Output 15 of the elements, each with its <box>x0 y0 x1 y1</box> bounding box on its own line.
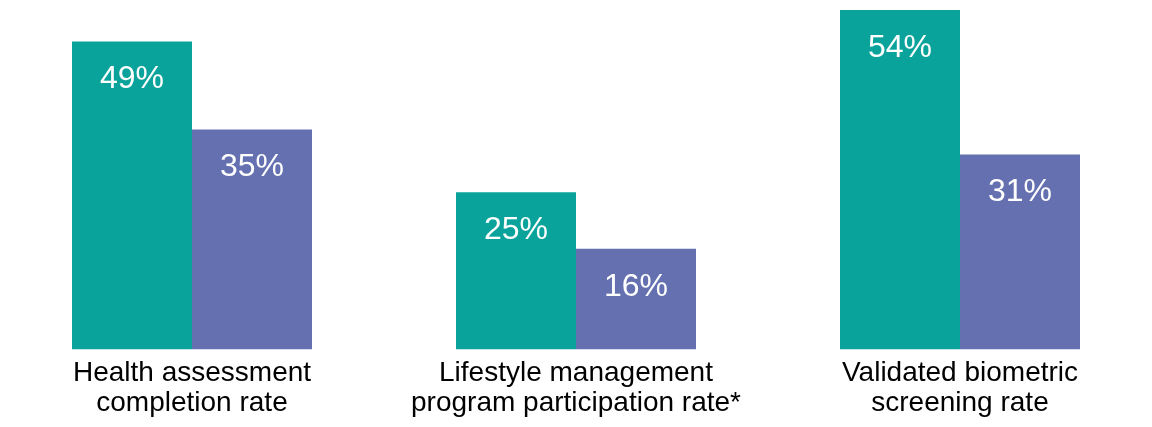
x-tick-label: Health assessment completion rate <box>72 355 312 418</box>
x-tick-label: Validated biometric screening rate <box>841 355 1079 418</box>
bar <box>72 41 192 350</box>
bar <box>456 192 576 350</box>
data-label: 54% <box>867 27 933 64</box>
data-label: 35% <box>219 147 285 184</box>
bar <box>576 248 696 350</box>
bar <box>960 154 1080 350</box>
data-label: 31% <box>987 172 1053 209</box>
bar <box>192 129 312 350</box>
data-label: 16% <box>603 266 669 303</box>
bar <box>840 10 960 350</box>
x-tick-label: Lifestyle management program participation rate* <box>411 355 742 418</box>
data-label: 49% <box>99 59 165 96</box>
data-label: 25% <box>483 210 549 247</box>
